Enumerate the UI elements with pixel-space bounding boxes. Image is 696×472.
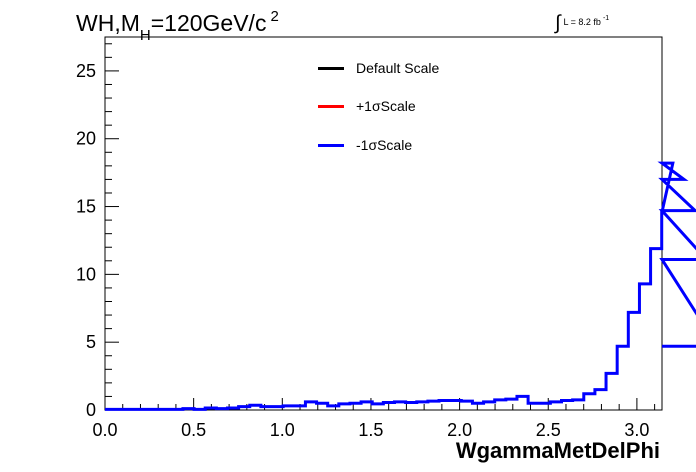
y-tick-label: 15: [76, 197, 96, 217]
plot-frame: [104, 36, 663, 411]
legend-item: Default Scale: [318, 60, 439, 76]
y-tick-label: 0: [86, 400, 96, 420]
x-tick-label: 1.0: [270, 420, 295, 440]
legend-swatch: [318, 66, 344, 70]
x-tick-label: 1.5: [358, 420, 383, 440]
legend-item: +1σScale: [318, 98, 416, 114]
x-axis-label: WgammaMetDelPhi: [455, 438, 660, 463]
chart-title: WH,MH=120GeV/c 2: [76, 8, 279, 44]
title-main: WH,M: [76, 10, 140, 36]
integral-symbol: ∫: [555, 12, 561, 34]
legend-label: Default Scale: [356, 60, 440, 76]
legend-label: +1σScale: [356, 98, 416, 114]
y-tick-label: 25: [76, 61, 96, 81]
lumi-text: L = 8.2 fb: [563, 17, 601, 27]
title-subscript: H: [139, 27, 151, 44]
x-tick-label: 3.0: [624, 420, 649, 440]
legend-item: -1σScale: [318, 137, 412, 153]
x-axis: 0.0 0.5 1.0 1.5 2.0 2.5 3.0: [92, 398, 656, 440]
histogram-series-line: [105, 161, 696, 411]
y-tick-label: 5: [86, 332, 96, 352]
y-axis: 0 5 10 15 20 25: [76, 43, 119, 420]
y-tick-label: 10: [76, 264, 96, 284]
legend-label: -1σScale: [356, 137, 413, 153]
luminosity-label: ∫ L = 8.2 fb -1: [555, 8, 610, 34]
legend-swatch: [318, 143, 344, 147]
series-layer: [105, 161, 696, 411]
title-rest: =120GeV/c: [150, 10, 267, 36]
x-tick-label: 2.0: [447, 420, 472, 440]
y-tick-label: 20: [76, 129, 96, 149]
lumi-superscript: -1: [602, 15, 610, 22]
title-superscript: 2: [270, 8, 279, 25]
x-tick-label: 0.0: [92, 420, 117, 440]
x-tick-label: 0.5: [181, 420, 206, 440]
legend-swatch: [318, 104, 344, 108]
x-tick-label: 2.5: [536, 420, 561, 440]
